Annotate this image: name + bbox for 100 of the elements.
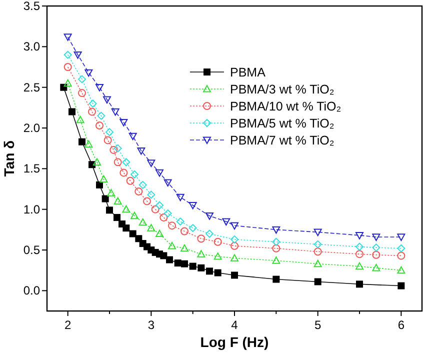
point <box>138 180 147 189</box>
y-tick-label: 1.5 <box>23 162 40 176</box>
point <box>397 252 406 260</box>
point <box>160 252 168 260</box>
point <box>180 244 188 252</box>
x-tick-label: 4 <box>231 318 238 332</box>
y-axis-title: Tan δ <box>1 140 17 177</box>
point <box>230 242 238 250</box>
point <box>197 250 206 258</box>
point <box>97 112 106 120</box>
point <box>102 195 109 202</box>
point <box>397 234 406 241</box>
point <box>398 282 405 290</box>
point <box>174 260 182 267</box>
y-tick-label: 2.5 <box>23 80 40 94</box>
point <box>64 63 72 71</box>
point <box>100 175 108 183</box>
point <box>188 202 197 210</box>
point <box>214 252 222 260</box>
point <box>198 264 205 272</box>
point <box>114 214 120 221</box>
point <box>314 260 322 268</box>
x-tick-label: 2 <box>64 318 72 332</box>
point <box>130 212 138 220</box>
point <box>230 254 238 262</box>
point <box>64 79 72 87</box>
point <box>107 189 116 196</box>
point <box>372 244 380 252</box>
x-tick-label: 6 <box>398 318 405 332</box>
point <box>96 122 104 130</box>
x-tick-label: 3 <box>148 318 155 332</box>
point <box>356 232 364 240</box>
point <box>147 190 156 199</box>
point <box>122 205 130 213</box>
point <box>164 179 172 186</box>
point <box>314 240 322 248</box>
point <box>106 128 114 136</box>
point <box>272 238 280 246</box>
point <box>206 212 214 220</box>
point <box>76 116 84 124</box>
point <box>78 138 86 146</box>
point <box>68 108 76 116</box>
point <box>181 260 188 268</box>
point <box>120 119 128 126</box>
legend-label: PBMA/10 wt % TiO₂ <box>230 100 342 114</box>
point <box>272 256 280 264</box>
point <box>372 250 380 259</box>
legend-label: PBMA/5 wt % TiO₂ <box>230 116 334 130</box>
point <box>143 197 151 206</box>
point <box>134 187 143 196</box>
point <box>164 209 172 218</box>
point <box>104 136 112 144</box>
point <box>110 146 118 154</box>
point <box>372 264 380 272</box>
point <box>138 218 147 226</box>
point <box>222 218 230 226</box>
point <box>314 278 322 286</box>
point <box>147 224 156 232</box>
point <box>197 234 206 243</box>
point <box>356 242 364 251</box>
point <box>137 147 146 155</box>
x-tick-label: 5 <box>314 318 322 332</box>
point <box>356 262 364 270</box>
point <box>206 230 214 238</box>
point <box>206 268 213 275</box>
point <box>114 197 122 204</box>
point <box>96 181 103 188</box>
point <box>180 227 188 236</box>
point <box>156 201 164 210</box>
point <box>114 144 122 152</box>
point <box>147 160 156 167</box>
y-tick-label: 2.0 <box>23 121 40 135</box>
y-tick-label: 0.5 <box>23 243 40 257</box>
point <box>230 222 238 230</box>
point <box>397 244 406 252</box>
point <box>96 84 104 92</box>
point <box>272 276 280 283</box>
point <box>111 108 120 116</box>
point <box>168 242 176 250</box>
point <box>176 194 184 202</box>
point <box>372 234 380 241</box>
legend-label: PBMA/7 wt % TiO₂ <box>230 134 334 148</box>
point <box>64 34 72 41</box>
point <box>356 250 364 258</box>
point <box>356 280 363 288</box>
point <box>231 272 238 279</box>
point <box>106 206 113 214</box>
point <box>129 230 136 238</box>
point <box>166 256 173 264</box>
point <box>122 158 130 166</box>
point <box>272 244 280 252</box>
point <box>314 248 322 256</box>
point <box>84 69 93 77</box>
y-tick-label: 3.0 <box>23 40 40 54</box>
point <box>78 75 86 84</box>
point <box>93 158 101 166</box>
point <box>214 269 222 276</box>
y-tick-label: 3.5 <box>23 0 40 13</box>
point <box>84 140 93 148</box>
point <box>160 213 168 222</box>
